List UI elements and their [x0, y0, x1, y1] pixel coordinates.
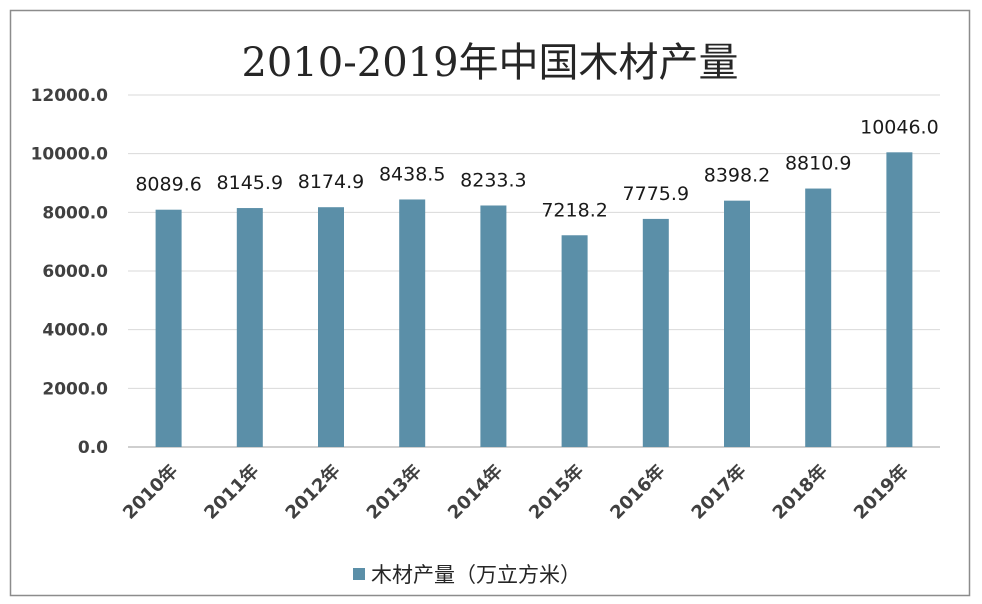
y-tick-label: 0.0 [78, 438, 108, 458]
data-label: 8398.2 [704, 165, 770, 187]
bars [155, 152, 913, 448]
data-labels: 8089.6 8145.9 8174.9 8438.5 8233.3 7218.2 7775… [135, 116, 938, 221]
bar [724, 200, 750, 447]
y-tick-label: 10000.0 [31, 145, 109, 165]
gridlines [128, 94, 940, 448]
bar [886, 152, 913, 448]
data-label: 7775.9 [623, 183, 689, 205]
y-axis-ticks: 0.0 2000.0 4000.0 6000.0 8000.0 10000.0 12000.… [31, 86, 109, 458]
data-label: 10046.0 [860, 116, 939, 138]
data-label: 8810.9 [785, 153, 851, 175]
y-tick-label: 8000.0 [42, 203, 108, 223]
chart-title: 2010-2019年中国木材产量 [241, 40, 738, 86]
bar [642, 218, 669, 447]
bar [480, 205, 507, 447]
legend-label: 木材产量（万立方米） [371, 563, 581, 587]
data-label: 8438.5 [379, 163, 445, 185]
data-label: 8174.9 [298, 171, 364, 193]
y-tick-label: 4000.0 [42, 321, 108, 341]
bar [155, 209, 182, 447]
bar [236, 208, 263, 447]
bar [561, 235, 588, 447]
y-tick-label: 2000.0 [42, 379, 108, 399]
data-label: 8233.3 [460, 169, 526, 191]
bar [318, 207, 344, 447]
bar [399, 199, 426, 447]
data-label: 7218.2 [541, 199, 607, 221]
legend: 木材产量（万立方米） [353, 563, 581, 587]
bar [805, 188, 832, 447]
data-label: 8145.9 [217, 172, 283, 194]
legend-swatch [353, 568, 365, 580]
y-tick-label: 6000.0 [42, 262, 108, 282]
data-label: 8089.6 [135, 174, 201, 196]
y-tick-label: 12000.0 [31, 86, 109, 106]
